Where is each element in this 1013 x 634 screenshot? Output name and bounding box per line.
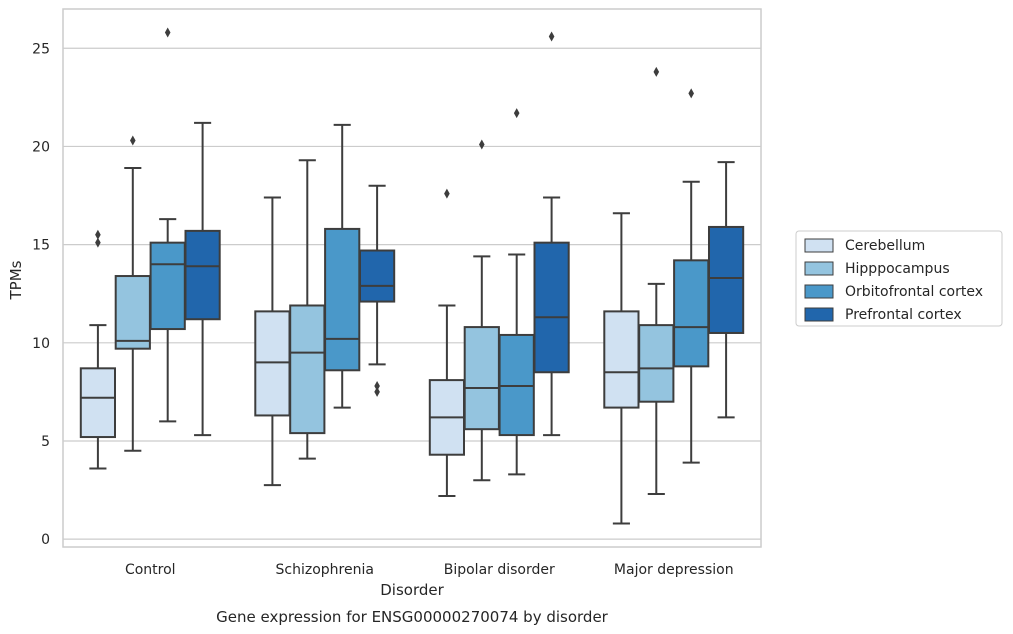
x-tick-label: Major depression [614, 562, 734, 578]
y-tick-label: 10 [32, 336, 50, 352]
box-prefrontal-cortex [184, 121, 221, 437]
legend-label: Orbitofrontal cortex [845, 284, 983, 300]
outlier-point [95, 237, 101, 248]
y-axis-title: TPMs [7, 260, 25, 300]
x-tick-label: Control [125, 562, 176, 578]
legend-label: Prefrontal cortex [845, 307, 962, 323]
box-orbitofrontal-cortex [498, 108, 535, 476]
box-body [184, 229, 221, 321]
box-body [638, 324, 675, 403]
box-cerebellum [254, 196, 291, 487]
legend-label: Cerebellum [845, 238, 925, 254]
box-cerebellum [79, 229, 117, 470]
outlier-point [653, 66, 660, 77]
box-body [149, 241, 186, 331]
x-tick-label: Schizophrenia [276, 562, 374, 578]
legend-swatch [804, 284, 834, 299]
y-tick-label: 25 [32, 41, 50, 57]
outlier-point [374, 386, 380, 397]
outlier-point [444, 188, 450, 199]
box-prefrontal-cortex [358, 184, 396, 397]
legend: Cerebellum Hipppocampus Orbitofrontal cort… [795, 230, 1003, 327]
box-hipppocampus [289, 159, 326, 460]
legend-swatch [804, 238, 834, 253]
x-tick-label: Bipolar disorder [444, 562, 555, 578]
outlier-point [688, 88, 694, 99]
box-prefrontal-cortex [707, 161, 745, 419]
x-axis-title: Disorder [380, 581, 444, 599]
boxes [79, 27, 745, 525]
legend-label: Hipppocampus [845, 261, 950, 277]
plot-frame [62, 8, 762, 548]
box-body [79, 367, 117, 439]
y-tick-label: 15 [32, 238, 50, 254]
chart-caption: Gene expression for ENSG00000270074 by d… [216, 608, 609, 626]
box-body [673, 259, 710, 368]
box-hipppocampus [638, 66, 675, 495]
box-prefrontal-cortex [533, 31, 570, 437]
legend-swatch [804, 261, 834, 276]
outlier-point [164, 27, 171, 38]
box-body [533, 241, 570, 374]
box-cerebellum [603, 212, 640, 525]
y-tick-labels: 0 5 10 15 20 25 [32, 41, 50, 548]
outlier-point [479, 139, 485, 150]
outlier-point [548, 31, 555, 42]
y-tick-label: 5 [41, 434, 50, 450]
x-tick-labels: Control Schizophrenia Bipolar disorder Majo… [125, 562, 734, 578]
box-body [603, 310, 640, 409]
outlier-point [513, 108, 520, 119]
box-body [289, 304, 326, 435]
box-body [707, 225, 745, 334]
y-tick-label: 0 [41, 532, 50, 548]
box-orbitofrontal-cortex [324, 123, 361, 409]
box-cerebellum [428, 188, 466, 497]
box-body [358, 249, 396, 303]
box-hipppocampus [463, 139, 500, 482]
outlier-point [95, 229, 101, 240]
outlier-point [130, 135, 136, 146]
box-body [324, 227, 361, 372]
box-body [114, 275, 151, 350]
y-tick-label: 20 [32, 139, 50, 155]
legend-frame [795, 230, 1003, 327]
box-body [463, 326, 500, 431]
box-orbitofrontal-cortex [673, 88, 710, 464]
box-hipppocampus [114, 135, 151, 452]
outlier-point [374, 380, 380, 391]
legend-swatch [804, 307, 834, 322]
